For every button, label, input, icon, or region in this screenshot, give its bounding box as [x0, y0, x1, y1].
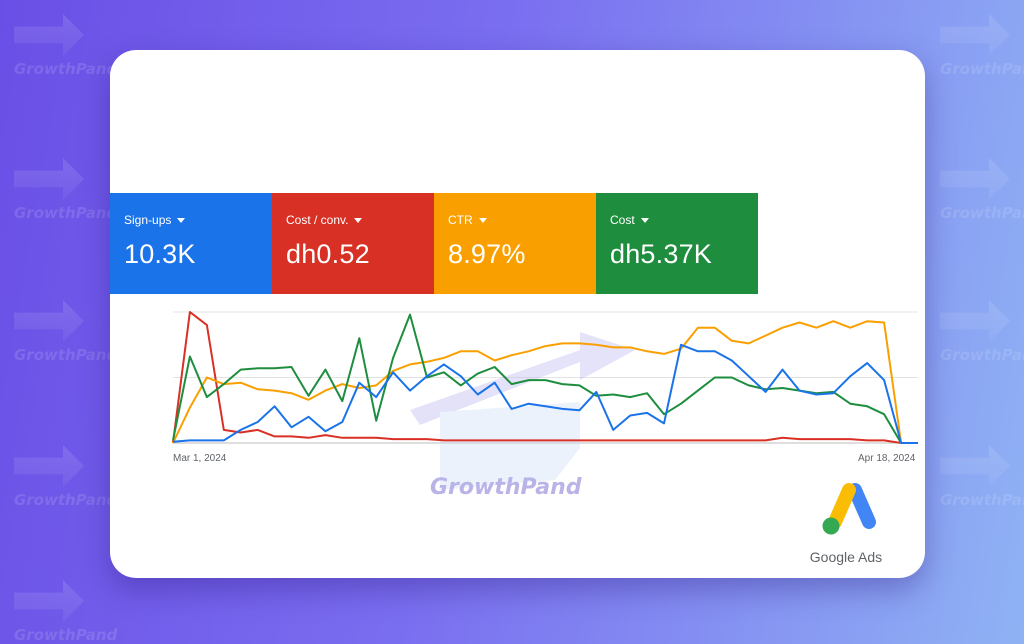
metric-label: Sign-ups — [124, 213, 172, 227]
performance-line-chart — [172, 311, 918, 490]
caret-down-icon[interactable] — [177, 218, 186, 223]
growthpand-watermark: GrowthPand — [14, 580, 117, 644]
metric-tile-cost-per-conv[interactable]: Cost / conv. dh0.52 — [272, 193, 434, 294]
growthpand-watermark: GrowthPand — [940, 300, 1024, 364]
metric-label: CTR — [448, 213, 473, 227]
metric-dropdown[interactable]: Cost — [610, 213, 758, 227]
growthpand-watermark: GrowthPand — [940, 14, 1024, 78]
series-line-cost — [172, 313, 918, 444]
x-axis-end-label: Apr 18, 2024 — [858, 453, 916, 464]
chart-series — [172, 311, 918, 444]
growthpand-watermark: GrowthPand — [14, 445, 117, 509]
series-line-ctr — [172, 320, 918, 444]
metric-value: 8.97% — [448, 239, 526, 269]
metric-tile-signups[interactable]: Sign-ups 10.3K — [110, 193, 272, 294]
growthpand-logo-watermark — [410, 332, 635, 490]
x-axis-start-label: Mar 1, 2024 — [173, 453, 227, 464]
google-ads-label: Google Ads — [809, 549, 883, 565]
metric-label: Cost / conv. — [286, 213, 349, 227]
metric-tile-cost[interactable]: Cost dh5.37K — [596, 193, 758, 294]
caret-down-icon[interactable] — [640, 218, 649, 223]
metric-value: 10.3K — [124, 239, 196, 269]
series-line-sign-ups — [172, 343, 918, 444]
growthpand-watermark: GrowthPand — [14, 14, 117, 78]
growthpand-watermark: GrowthPand — [940, 158, 1024, 222]
growthpand-watermark: GrowthPand — [14, 300, 117, 364]
metric-tile-ctr[interactable]: CTR 8.97% — [434, 193, 596, 294]
series-line-cost-conv- — [172, 311, 918, 444]
google-ads-card: Sign-ups 10.3K Cost / conv. dh0.52 CTR 8… — [110, 50, 925, 578]
google-ads-brand: Google Ads — [796, 480, 896, 565]
growthpand-watermark: GrowthPand — [14, 158, 117, 222]
growthpand-watermark: GrowthPand — [940, 445, 1024, 509]
caret-down-icon[interactable] — [478, 218, 487, 223]
metric-dropdown[interactable]: Cost / conv. — [286, 213, 434, 227]
metric-value: dh5.37K — [610, 239, 712, 269]
metric-dropdown[interactable]: CTR — [448, 213, 596, 227]
growthpand-watermark-text: GrowthPand — [430, 475, 582, 500]
caret-down-icon[interactable] — [354, 218, 363, 223]
google-ads-logo-icon — [822, 483, 876, 535]
metric-value: dh0.52 — [286, 239, 370, 269]
metric-dropdown[interactable]: Sign-ups — [124, 213, 272, 227]
metric-tiles: Sign-ups 10.3K Cost / conv. dh0.52 CTR 8… — [110, 193, 758, 294]
metric-label: Cost — [610, 213, 635, 227]
